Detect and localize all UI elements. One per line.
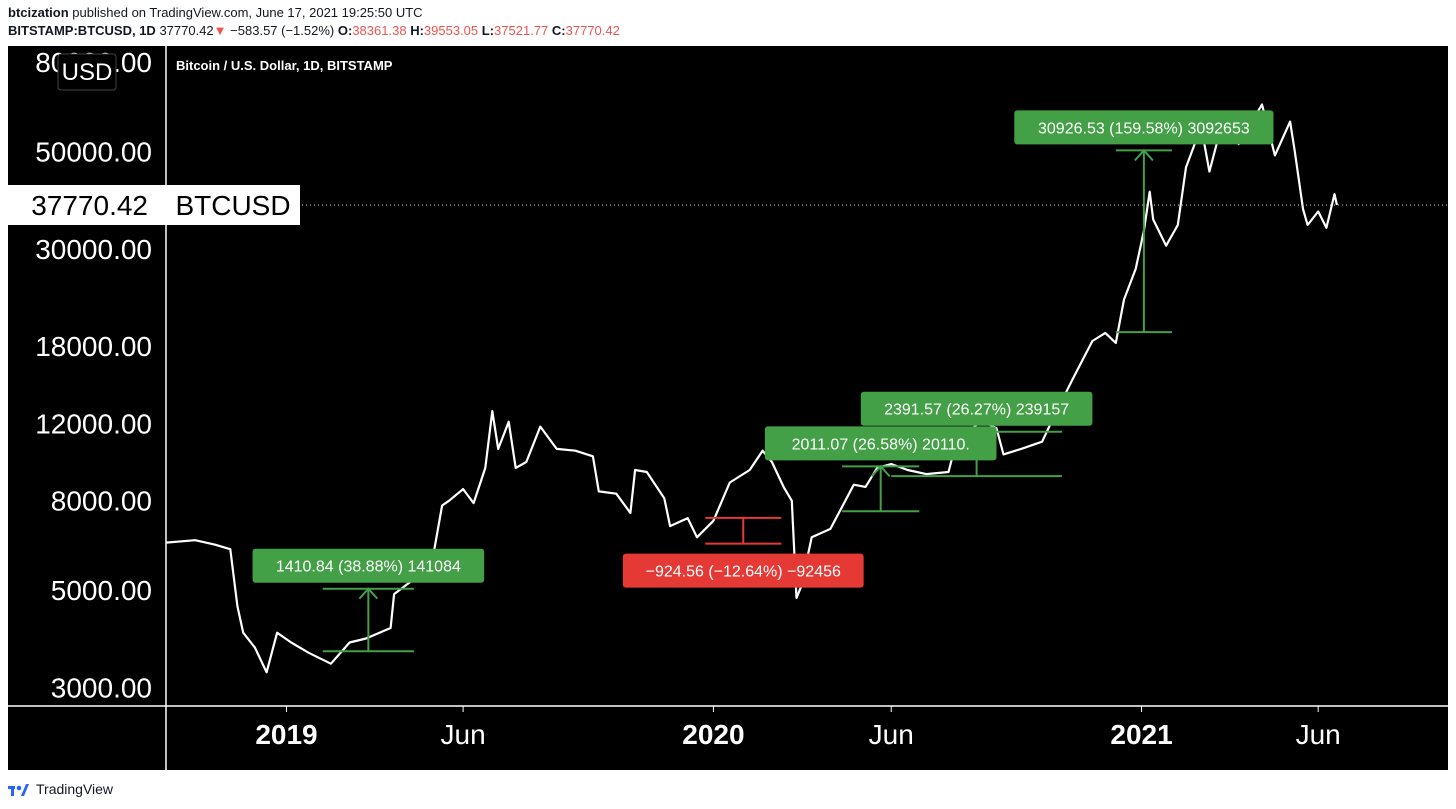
symbol-label: BITSTAMP:BTCUSD, 1D <box>8 23 156 38</box>
measure-label: 30926.53 (159.58%) 3092653 <box>1038 120 1250 137</box>
y-tick-label: 3000.00 <box>51 673 152 704</box>
price-tag-value: 37770.42 <box>31 190 148 221</box>
high-label: H: <box>410 23 424 38</box>
chart-area[interactable]: 80000.0050000.0030000.0018000.0012000.00… <box>8 46 1448 770</box>
footer: TradingView <box>8 778 113 800</box>
axis-layer: 80000.0050000.0030000.0018000.0012000.00… <box>8 46 1448 770</box>
measure-label: −924.56 (−12.64%) −92456 <box>646 564 841 581</box>
x-tick-label: 2020 <box>682 719 744 750</box>
currency-badge-box <box>57 53 117 91</box>
measure-annotation[interactable]: 30926.53 (159.58%) 3092653 <box>1014 110 1274 334</box>
high-value: 39553.05 <box>423 23 479 38</box>
x-tick-label: 2019 <box>255 719 317 750</box>
measure-label-box <box>1014 110 1274 145</box>
open-value: 38361.38 <box>352 23 407 38</box>
y-tick-label: 5000.00 <box>51 575 152 606</box>
measure-label-box <box>764 426 997 461</box>
x-tick-label: Jun <box>441 719 486 750</box>
low-value: 37521.77 <box>494 23 549 38</box>
last-price: 37770.42 <box>159 23 214 38</box>
currency-badge[interactable]: USD <box>57 53 117 91</box>
x-tick-label: Jun <box>1296 719 1341 750</box>
change-value: −583.57 (−1.52%) <box>230 23 335 38</box>
measure-arrow-icon <box>1134 148 1154 162</box>
down-arrow-icon: ▼ <box>213 23 227 38</box>
measure-label: 2011.07 (26.58%) 20110. <box>792 436 970 453</box>
measure-label: 2391.57 (26.27%) 239157 <box>884 402 1069 419</box>
low-label: L: <box>481 23 495 38</box>
y-tick-label: 18000.00 <box>35 331 152 362</box>
y-tick-label: 30000.00 <box>35 234 152 265</box>
close-value: 37770.42 <box>565 23 620 38</box>
chart-title: Bitcoin / U.S. Dollar, 1D, BITSTAMP <box>176 58 393 73</box>
footer-brand[interactable]: TradingView <box>36 781 114 797</box>
author-name[interactable]: btcization <box>8 5 69 20</box>
price-tag: 37770.42 BTCUSD <box>8 184 300 225</box>
measure-arrow-icon <box>358 587 379 600</box>
measure-label: 1410.84 (38.88%) 141084 <box>276 559 461 576</box>
x-tick-label: 2021 <box>1110 719 1172 750</box>
currency-label: USD <box>62 59 113 86</box>
measure-arrow-icon <box>966 430 987 443</box>
symbol-tag-label: BTCUSD <box>175 190 290 221</box>
symbol-tag-box <box>166 184 300 225</box>
measure-label-box <box>252 548 485 583</box>
measure-annotation[interactable]: 1410.84 (38.88%) 141084 <box>252 548 485 653</box>
x-tick-label: Jun <box>869 719 914 750</box>
y-tick-label: 50000.00 <box>35 137 152 168</box>
publish-info: published on TradingView.com, June 17, 2… <box>72 5 423 20</box>
tradingview-logo-icon[interactable] <box>8 781 30 797</box>
close-label: C: <box>551 23 566 38</box>
measure-annotation[interactable]: 2011.07 (26.58%) 20110. <box>764 426 997 513</box>
annotation-layer[interactable]: 1410.84 (38.88%) 141084 −924.56 (−12.64%)… <box>252 110 1274 653</box>
y-tick-label: 8000.00 <box>51 486 152 517</box>
measure-label-box <box>860 391 1093 426</box>
open-label: O: <box>337 23 353 38</box>
measure-annotation[interactable]: −924.56 (−12.64%) −92456 <box>622 516 864 588</box>
price-chart[interactable]: 80000.0050000.0030000.0018000.0012000.00… <box>8 46 1448 770</box>
measure-arrow-icon <box>870 464 891 478</box>
chart-header: btcization published on TradingView.com,… <box>8 4 1448 40</box>
measure-label-box <box>622 553 864 588</box>
ohlc-line: BITSTAMP:BTCUSD, 1D 37770.42▼ −583.57 (−… <box>8 22 1448 40</box>
y-tick-label: 12000.00 <box>35 408 152 439</box>
publish-line: btcization published on TradingView.com,… <box>8 4 1448 22</box>
price-tag-box <box>8 184 166 225</box>
measure-annotation[interactable]: 2391.57 (26.27%) 239157 <box>860 391 1093 478</box>
overlay-layer: Bitcoin / U.S. Dollar, 1D, BITSTAMP USD … <box>8 53 393 225</box>
